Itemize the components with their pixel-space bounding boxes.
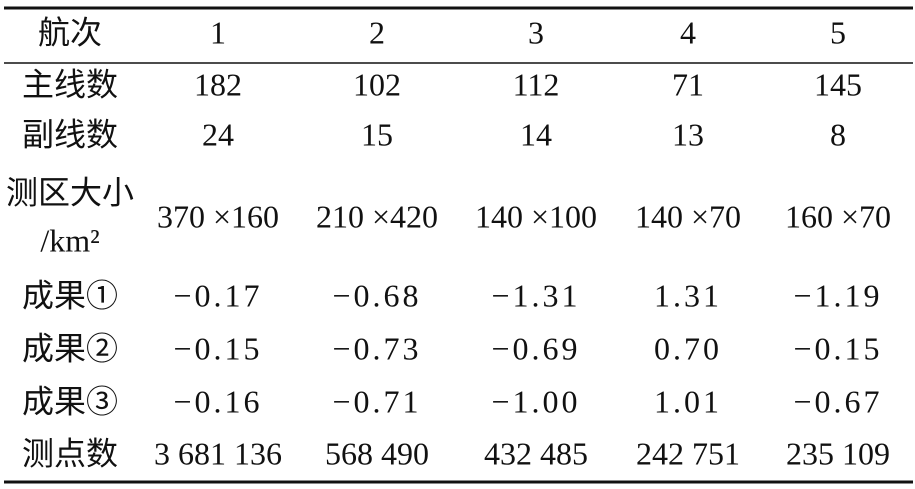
row-label: 主线数 — [22, 66, 118, 102]
cell: 8 — [830, 116, 846, 152]
header-cell: 1 — [210, 14, 226, 50]
header-cell: 5 — [830, 14, 846, 50]
cell: −0.73 — [332, 330, 421, 366]
cell: 3 681 136 — [154, 435, 282, 471]
cell: 102 — [353, 66, 401, 102]
cell: −0.15 — [173, 330, 262, 366]
cell: −0.67 — [793, 383, 882, 419]
cell: 160 ×70 — [785, 198, 891, 234]
cell: 24 — [202, 116, 234, 152]
row-label: 成果② — [22, 330, 118, 366]
cell: −1.31 — [491, 277, 580, 313]
cell: −0.68 — [332, 277, 421, 313]
cell: −0.17 — [173, 277, 262, 313]
header-cell: 4 — [680, 14, 696, 50]
header-cell: 2 — [369, 14, 385, 50]
row-label: /km² — [40, 222, 99, 258]
cell: 145 — [814, 66, 862, 102]
row-label: 成果③ — [22, 383, 118, 419]
cell: −1.19 — [793, 277, 882, 313]
cell: −0.71 — [332, 383, 421, 419]
cell: 140 ×70 — [635, 198, 741, 234]
cell: 370 ×160 — [157, 198, 279, 234]
cell: −0.16 — [173, 383, 262, 419]
cell: 15 — [361, 116, 393, 152]
cell: −1.00 — [491, 383, 580, 419]
row-label: 测点数 — [22, 435, 118, 471]
cell: 568 490 — [325, 435, 429, 471]
cell: 432 485 — [484, 435, 588, 471]
cell: 0.70 — [654, 330, 722, 366]
cell: 14 — [520, 116, 552, 152]
cell: 112 — [513, 66, 560, 102]
header-cell: 航次 — [38, 14, 102, 50]
cell: −0.15 — [793, 330, 882, 366]
cell: 140 ×100 — [475, 198, 597, 234]
cell: 1.31 — [654, 277, 722, 313]
cell: 235 109 — [786, 435, 890, 471]
cell: −0.69 — [491, 330, 580, 366]
cell: 182 — [194, 66, 242, 102]
row-label: 测区大小 — [6, 174, 134, 210]
row-label: 成果① — [22, 277, 118, 313]
cell: 71 — [672, 66, 704, 102]
cell: 13 — [672, 116, 704, 152]
cell: 242 751 — [636, 435, 740, 471]
cell: 1.01 — [654, 383, 722, 419]
row-label: 副线数 — [22, 116, 118, 152]
header-cell: 3 — [528, 14, 544, 50]
cell: 210 ×420 — [316, 198, 438, 234]
